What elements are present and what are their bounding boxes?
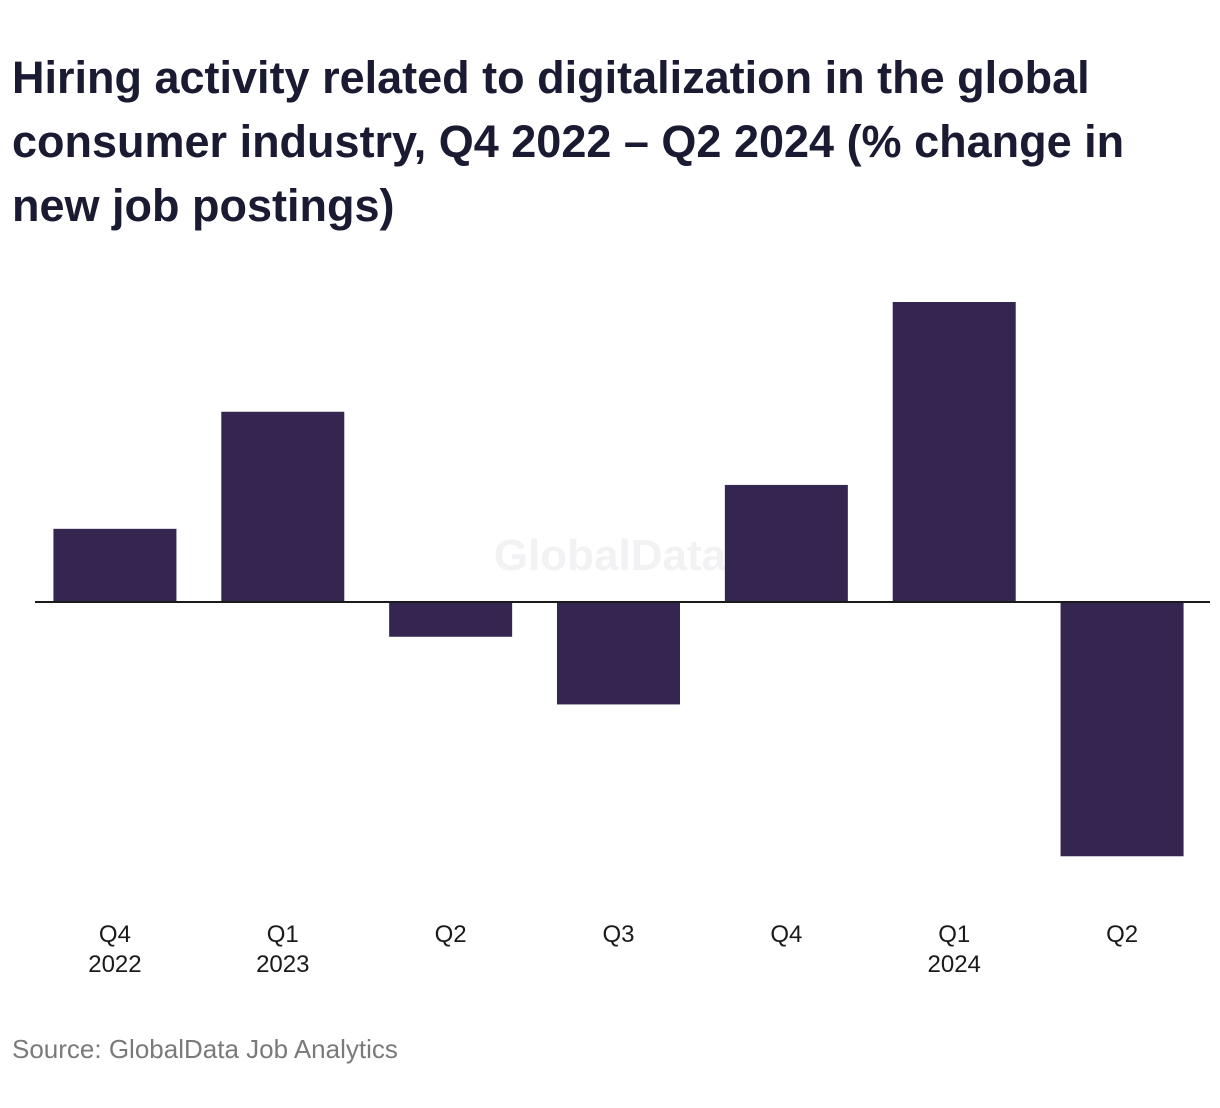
bar-2	[389, 602, 513, 637]
source-note: Source: GlobalData Job Analytics	[12, 1034, 398, 1064]
x-tick-quarter-3: Q3	[602, 921, 634, 948]
bar-0	[53, 528, 177, 602]
x-tick-quarter-2: Q2	[435, 921, 467, 948]
x-axis-labels: Q4 2022 Q1 2023 Q2 Q3 Q4 Q1 2024 Q2	[88, 921, 1138, 978]
x-tick-quarter-1: Q1	[267, 921, 299, 948]
x-tick-year-5: 2024	[928, 951, 981, 978]
bar-1	[221, 411, 345, 602]
chart-title: Hiring activity related to digitalizatio…	[12, 52, 1125, 231]
x-tick-quarter-4: Q4	[770, 921, 802, 948]
bar-5	[892, 302, 1016, 602]
bars	[53, 302, 1184, 857]
x-tick-year-0: 2022	[88, 951, 141, 978]
bar-6	[1060, 602, 1184, 857]
bar-4	[724, 484, 848, 602]
watermark: GlobalData	[494, 531, 727, 580]
x-tick-year-1: 2023	[256, 951, 309, 978]
bar-3	[557, 602, 680, 705]
x-tick-quarter-5: Q1	[938, 921, 970, 948]
x-tick-quarter-0: Q4	[99, 921, 131, 948]
bar-chart: GlobalData Q4 2022 Q1 2023 Q2 Q3 Q4 Q1 2024 Q2	[35, 302, 1210, 978]
x-tick-quarter-6: Q2	[1106, 921, 1138, 948]
